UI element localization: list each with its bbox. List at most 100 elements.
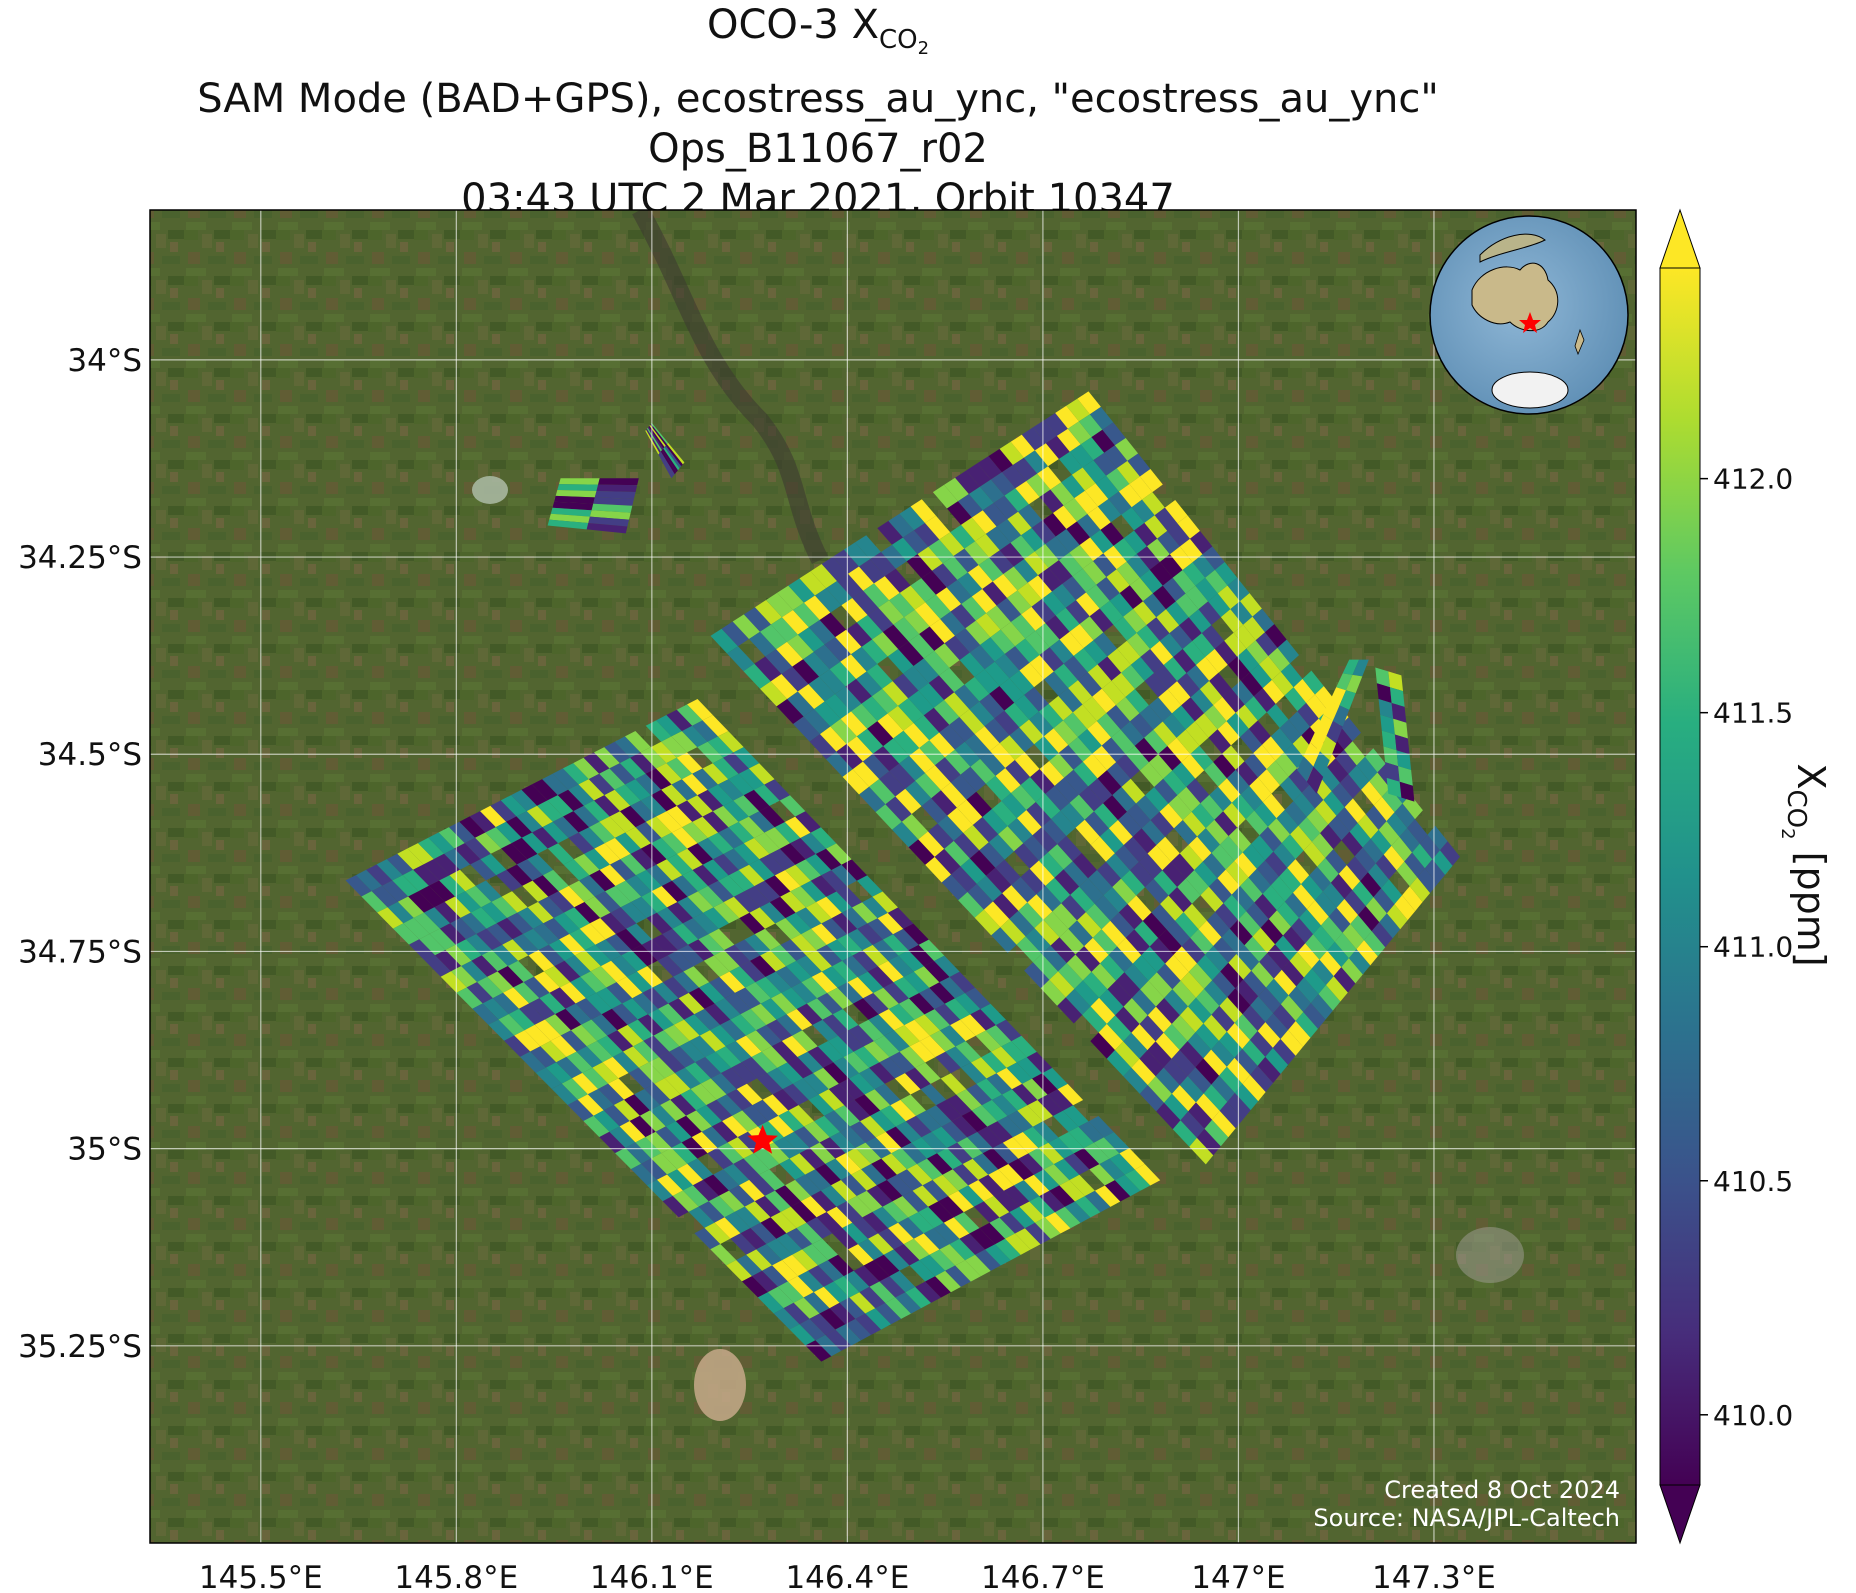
sounding-cell xyxy=(804,595,831,620)
sounding-cell xyxy=(851,703,878,729)
sounding-cell xyxy=(1022,1078,1048,1100)
sounding-cell xyxy=(1114,438,1139,461)
sounding-cell xyxy=(580,971,607,993)
sounding-cell xyxy=(582,1067,609,1089)
sounding-cell xyxy=(849,1073,875,1095)
sounding-cell xyxy=(687,699,713,721)
sounding-cell xyxy=(651,886,678,908)
sounding-cell xyxy=(1087,506,1111,530)
sounding-cell xyxy=(904,609,930,634)
sounding-cell xyxy=(1356,756,1378,782)
sounding-cell xyxy=(728,870,755,892)
sounding-cell xyxy=(573,805,600,828)
sounding-cell xyxy=(983,901,1010,928)
sounding-cell xyxy=(934,1003,961,1026)
sounding-cell xyxy=(974,726,1000,751)
sounding-cell xyxy=(1262,885,1285,911)
sounding-cell xyxy=(985,1244,1011,1266)
sounding-cell xyxy=(1015,638,1040,663)
sounding-cell xyxy=(892,1196,919,1218)
sounding-cell xyxy=(872,939,899,961)
sounding-cell xyxy=(600,960,627,983)
sounding-cell xyxy=(803,1073,829,1095)
sounding-cell xyxy=(882,1201,909,1223)
sounding-cell xyxy=(965,1254,991,1277)
sounding-cell xyxy=(683,966,710,988)
sounding-cell xyxy=(996,1067,1023,1090)
sounding-cell xyxy=(1134,920,1159,947)
sounding-cell xyxy=(1074,980,1100,1007)
sounding-cell xyxy=(899,755,926,781)
sounding-cell xyxy=(1202,546,1225,570)
sounding-cell xyxy=(1346,856,1368,882)
sounding-cell xyxy=(1163,1058,1188,1085)
sounding-cell xyxy=(407,843,434,865)
sounding-cell xyxy=(1054,777,1079,803)
sounding-cell xyxy=(815,848,842,871)
sounding-cell xyxy=(1134,737,1159,763)
sounding-cell xyxy=(1181,697,1205,722)
sounding-cell xyxy=(535,1067,562,1089)
sounding-cell xyxy=(1402,886,1423,912)
sounding-cell xyxy=(981,1099,1008,1122)
sounding-cell xyxy=(512,934,539,956)
sounding-cell xyxy=(613,1099,640,1121)
sounding-cell xyxy=(681,1137,708,1159)
sounding-cell xyxy=(880,1105,906,1127)
sounding-cell xyxy=(1082,971,1108,998)
sounding-cell xyxy=(604,789,631,812)
sounding-cell xyxy=(516,859,543,881)
sounding-cell xyxy=(829,661,857,687)
sounding-cell xyxy=(1079,878,1104,904)
sounding-cell xyxy=(888,1003,915,1026)
sounding-cell xyxy=(887,649,914,674)
sounding-cell xyxy=(1068,680,1093,705)
sounding-cell xyxy=(376,859,403,881)
sounding-cell xyxy=(710,1073,737,1095)
sounding-cell xyxy=(1032,1073,1058,1095)
sounding-cell xyxy=(1378,699,1394,719)
sounding-cell xyxy=(817,993,843,1015)
sounding-cell xyxy=(1235,704,1258,729)
sounding-cell xyxy=(924,961,950,983)
sounding-cell xyxy=(889,592,915,618)
sounding-cell xyxy=(1242,1005,1266,1031)
sounding-cell xyxy=(615,1147,642,1170)
sounding-cell xyxy=(507,960,534,983)
sounding-cell xyxy=(1231,794,1255,820)
sounding-cell xyxy=(829,1302,856,1325)
sounding-cell xyxy=(630,848,657,870)
sounding-cell xyxy=(1159,803,1183,829)
sounding-cell xyxy=(1032,420,1057,444)
sounding-cell xyxy=(1315,891,1337,917)
sounding-cell xyxy=(1150,641,1174,665)
sounding-cell xyxy=(622,998,648,1020)
sounding-cell xyxy=(573,853,600,876)
sounding-cell xyxy=(625,1142,652,1164)
sounding-cell xyxy=(606,982,633,1004)
sounding-cell xyxy=(911,1137,938,1159)
sounding-cell xyxy=(1005,1233,1031,1255)
sounding-cell xyxy=(522,928,549,950)
sounding-cell xyxy=(847,928,873,951)
sounding-cell xyxy=(1237,648,1260,673)
sounding-cell xyxy=(969,1228,996,1250)
sounding-cell xyxy=(662,976,689,999)
sounding-cell xyxy=(1259,656,1281,680)
sounding-cell xyxy=(991,927,1017,953)
sounding-cell xyxy=(1284,743,1306,769)
sounding-cell xyxy=(1266,978,1289,1005)
sounding-cell xyxy=(619,1121,646,1143)
sounding-cell xyxy=(986,867,1012,894)
sounding-cell xyxy=(877,912,904,935)
sounding-cell xyxy=(776,1014,803,1036)
sounding-cell xyxy=(1180,1111,1205,1138)
sounding-cell xyxy=(732,614,760,639)
sounding-cell xyxy=(1315,799,1337,825)
sounding-cell xyxy=(719,971,746,993)
sounding-cell xyxy=(754,880,781,903)
sounding-cell xyxy=(784,816,811,838)
sounding-cell xyxy=(877,713,904,739)
sounding-cell xyxy=(1136,625,1160,649)
sounding-cell xyxy=(1213,753,1236,779)
